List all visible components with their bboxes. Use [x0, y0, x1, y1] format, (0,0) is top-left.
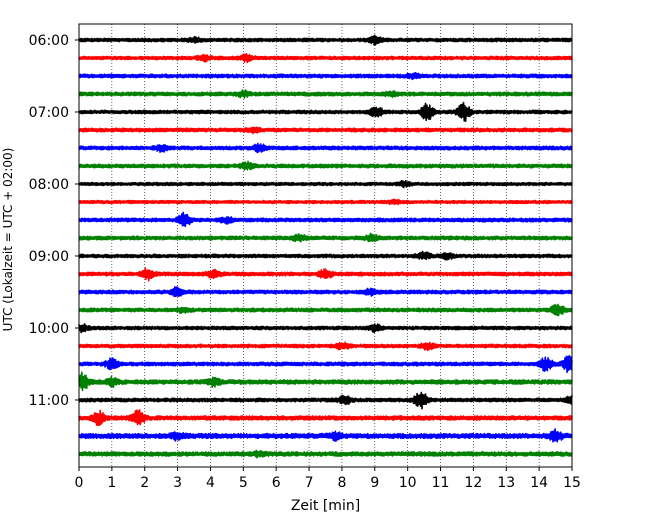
trace-1145 [78, 449, 573, 459]
x-axis-label: Zeit [min] [291, 498, 360, 514]
trace-1015 [78, 341, 573, 352]
x-tick-label-13: 13 [497, 475, 515, 491]
trace-1130 [78, 428, 573, 443]
trace-0730 [78, 142, 573, 154]
trace-1100 [78, 391, 573, 410]
y-tick-label-4: 10:00 [29, 321, 69, 337]
trace-0715 [78, 126, 573, 135]
trace-0815 [78, 198, 573, 206]
x-tick-label-3: 3 [173, 475, 182, 491]
trace-0700 [78, 101, 573, 122]
trace-1030 [78, 354, 573, 374]
trace-0630 [78, 72, 573, 81]
trace-0830 [78, 211, 573, 228]
y-axis-label: UTC (Lokalzeit = UTC + 02:00) [1, 148, 15, 332]
x-tick-label-9: 9 [370, 475, 379, 491]
y-tick-label-1: 07:00 [29, 105, 69, 121]
x-tick-label-5: 5 [239, 475, 248, 491]
y-tick-label-5: 11:00 [29, 393, 69, 409]
y-tick-label-3: 09:00 [29, 249, 69, 265]
grid-layer [111, 24, 540, 467]
x-tick-label-1: 1 [107, 475, 116, 491]
trace-0845 [78, 232, 573, 243]
y-axis: 06:00 07:00 08:00 09:00 10:00 11:00 [29, 33, 79, 409]
trace-0615 [78, 53, 573, 64]
trace-1000 [78, 323, 573, 334]
x-tick-label-8: 8 [337, 475, 346, 491]
x-tick-label-10: 10 [399, 475, 417, 491]
trace-0800 [78, 179, 573, 189]
trace-0745 [78, 160, 573, 171]
x-tick-label-11: 11 [432, 475, 450, 491]
trace-0600 [78, 34, 573, 46]
trace-0945 [78, 303, 573, 317]
trace-0645 [78, 89, 573, 99]
x-tick-label-2: 2 [140, 475, 149, 491]
x-tick-label-14: 14 [530, 475, 548, 491]
x-tick-label-6: 6 [272, 475, 281, 491]
y-tick-label-0: 06:00 [29, 33, 69, 49]
trace-1045 [78, 371, 573, 392]
x-tick-label-0: 0 [75, 475, 84, 491]
trace-0900 [78, 250, 573, 261]
trace-0915 [78, 267, 573, 282]
traces-layer [78, 34, 573, 459]
x-tick-label-15: 15 [563, 475, 581, 491]
trace-0930 [78, 286, 573, 298]
y-tick-label-2: 08:00 [29, 177, 69, 193]
x-axis: 0 1 2 3 4 5 6 7 8 9 10 11 12 13 14 15 [75, 467, 581, 491]
plot-frame [78, 23, 573, 468]
x-tick-label-7: 7 [305, 475, 314, 491]
trace-1115 [78, 409, 573, 427]
x-tick-label-4: 4 [206, 475, 215, 491]
x-tick-label-12: 12 [464, 475, 482, 491]
